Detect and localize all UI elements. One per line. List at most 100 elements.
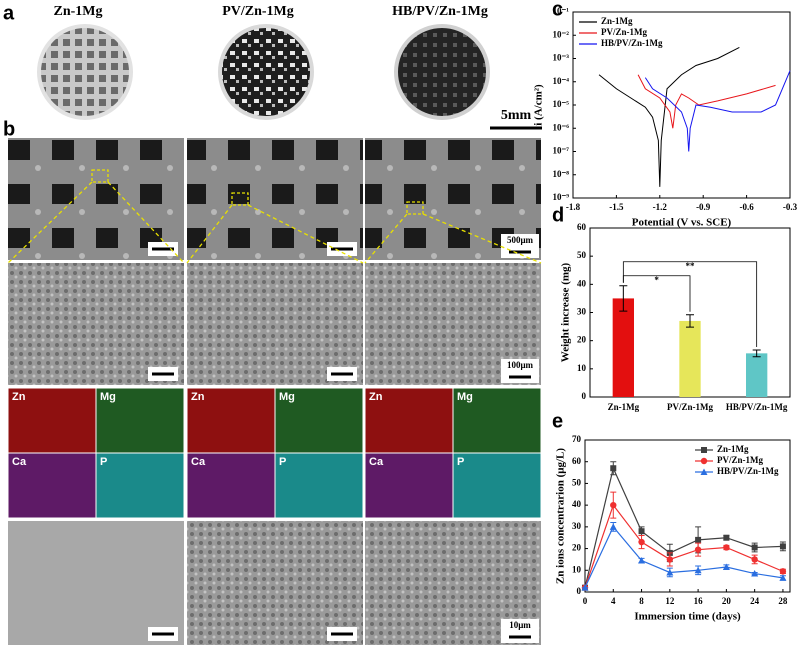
point [610, 501, 617, 509]
y-tick-label: 10⁻¹ [553, 6, 570, 16]
x-tick-label: 12 [665, 596, 675, 606]
point [666, 568, 674, 576]
scale-label: 100μm [507, 360, 534, 370]
point [751, 556, 758, 563]
bar [746, 353, 768, 397]
element-label: Zn [191, 391, 205, 403]
x-tick-label: -0.9 [696, 202, 711, 212]
element-label: P [279, 456, 286, 468]
panel-label: c [552, 0, 563, 20]
x-tick-label: -0.6 [739, 202, 754, 212]
y-tick-label: 10⁻² [553, 29, 570, 39]
point [666, 556, 674, 563]
element-label: Mg [279, 391, 295, 403]
eds-map [95, 452, 185, 519]
scale-label: 5mm [501, 108, 532, 123]
x-tick-label: -0.3 [783, 202, 798, 212]
point [723, 544, 730, 551]
y-tick-label: 20 [577, 335, 587, 345]
eds-map [452, 452, 542, 519]
element-label: P [457, 456, 464, 468]
y-tick-label: 10⁻³ [553, 53, 570, 63]
zoom-box [91, 169, 109, 183]
y-tick-label: 50 [572, 477, 582, 487]
panel-a [37, 24, 542, 130]
eds-map [274, 452, 364, 519]
x-tick-label: 0 [583, 596, 588, 606]
zoom-line [247, 204, 364, 264]
y-axis-title: i (A/cm²) [533, 84, 545, 126]
point [700, 468, 708, 475]
micrograph [187, 263, 363, 385]
series-line [584, 466, 783, 588]
x-tick-label: PV/Zn-1Mg [667, 402, 713, 412]
legend-label: Zn-1Mg [717, 444, 749, 454]
element-label: Ca [12, 456, 27, 468]
zoom-box [231, 192, 249, 206]
y-tick-label: 10 [577, 363, 587, 373]
micrograph [8, 521, 184, 645]
point [723, 534, 730, 541]
x-tick-label: HB/PV/Zn-1Mg [726, 402, 788, 412]
y-tick-label: 10⁻⁴ [553, 76, 570, 86]
y-tick-label: 60 [577, 222, 587, 232]
zoom-box [406, 201, 424, 215]
point [638, 557, 646, 564]
y-tick-label: 70 [572, 434, 582, 444]
legend-label: PV/Zn-1Mg [717, 455, 763, 465]
point [751, 570, 759, 577]
y-tick-label: 20 [572, 543, 582, 553]
zoom-line [422, 213, 542, 264]
y-tick-label: 60 [572, 456, 582, 466]
x-tick-label: Zn-1Mg [608, 402, 640, 412]
micrograph [8, 138, 184, 260]
element-label: Mg [100, 391, 116, 403]
element-label: Zn [369, 391, 383, 403]
x-tick-label: -1.8 [566, 202, 581, 212]
legend-label: PV/Zn-1Mg [601, 27, 647, 37]
legend-label: Zn-1Mg [601, 16, 633, 26]
y-tick-label: 30 [577, 307, 587, 317]
y-axis-title: Weight increase (mg) [560, 262, 572, 362]
panel-label: e [552, 410, 563, 432]
y-tick-label: 50 [577, 250, 587, 260]
scale-label: 10μm [509, 620, 531, 630]
x-tick-label: 16 [694, 596, 704, 606]
point [722, 563, 730, 571]
error-bar [752, 349, 761, 358]
zoom-line [107, 181, 185, 264]
point [638, 528, 645, 535]
series-line [644, 70, 791, 152]
legend-label: HB/PV/Zn-1Mg [601, 38, 663, 48]
significance-label: * [654, 275, 659, 285]
element-label: Ca [191, 456, 206, 468]
error-bar [686, 314, 694, 328]
panel-label: b [3, 118, 15, 140]
y-tick-label: 10⁻⁶ [553, 122, 570, 132]
eds-map [7, 387, 97, 454]
y-tick-label: 40 [572, 499, 582, 509]
micrograph [187, 138, 363, 260]
plot-frame [584, 439, 791, 593]
bar [612, 298, 634, 397]
y-tick-label: 10⁻⁸ [553, 169, 570, 179]
panel-b: Zn Mg Ca P Zn Mg Ca P 500μm 100μm Zn Mg Ca P 10μm [7, 138, 542, 645]
series-line [584, 503, 784, 588]
sample-photo [37, 24, 133, 120]
legend-label: HB/PV/Zn-1Mg [717, 466, 779, 476]
sample-photo [218, 24, 314, 120]
point [695, 536, 702, 543]
significance-label: ** [686, 261, 696, 271]
scale-box [501, 619, 539, 643]
x-axis-title: Potential (V vs. SCE) [632, 217, 732, 229]
y-tick-label: 10⁻⁵ [553, 99, 570, 109]
y-tick-label: 0 [577, 586, 582, 596]
sample-label: HB/PV/Zn-1Mg [392, 4, 488, 19]
micrograph [187, 521, 363, 645]
point [751, 544, 758, 551]
eds-map [7, 452, 97, 519]
y-axis-title: Zn ions concentrarion (μg/L) [555, 448, 567, 584]
element-label: Mg [457, 391, 473, 403]
point [779, 568, 787, 575]
